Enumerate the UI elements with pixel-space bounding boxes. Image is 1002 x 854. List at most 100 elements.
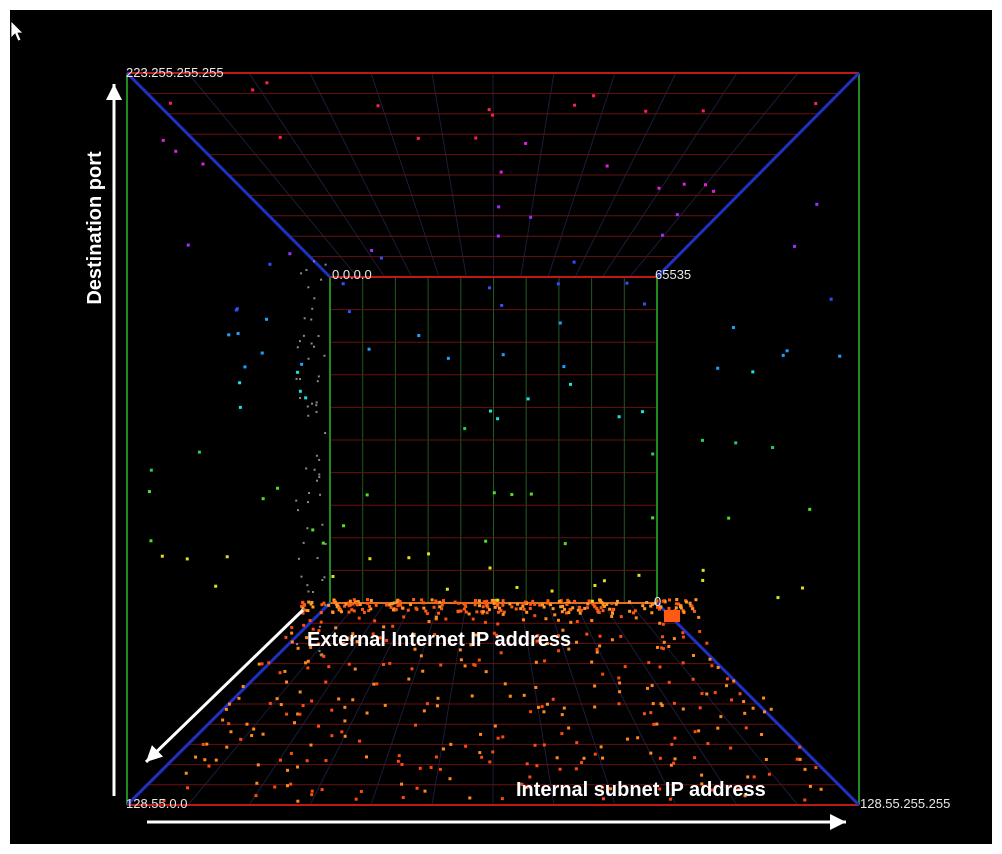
data-point	[559, 599, 563, 603]
data-point	[416, 136, 420, 140]
data-point	[672, 701, 676, 705]
data-point	[729, 746, 733, 750]
data-point	[682, 182, 686, 186]
data-point	[697, 615, 701, 619]
data-point	[302, 334, 305, 337]
data-point	[472, 663, 476, 667]
data-point	[651, 452, 655, 456]
data-point	[593, 705, 597, 709]
data-point	[445, 587, 449, 591]
data-point	[484, 539, 488, 543]
data-point	[610, 638, 614, 642]
data-point	[558, 767, 562, 771]
data-point	[700, 782, 704, 786]
data-point	[619, 615, 623, 619]
data-point	[444, 617, 448, 621]
data-point	[579, 608, 583, 612]
x-axis-label: Internal subnet IP address	[516, 779, 766, 801]
data-point	[533, 602, 537, 606]
data-point	[308, 491, 311, 494]
data-point	[551, 697, 555, 701]
data-point	[522, 607, 526, 611]
data-point	[691, 607, 695, 611]
data-point	[490, 598, 494, 602]
data-point	[585, 606, 589, 610]
data-point	[661, 599, 665, 603]
data-point	[316, 479, 319, 482]
data-point	[407, 677, 411, 681]
data-point	[290, 625, 294, 629]
data-point	[286, 768, 290, 772]
data-point	[467, 612, 471, 616]
data-point	[402, 615, 406, 619]
data-point	[305, 269, 308, 272]
data-point	[310, 789, 314, 793]
data-point	[236, 331, 240, 335]
data-point	[309, 602, 313, 606]
data-point	[433, 633, 437, 637]
data-point	[441, 599, 445, 603]
data-point	[296, 509, 299, 512]
data-point	[533, 743, 537, 747]
data-point	[327, 665, 331, 669]
data-point	[693, 730, 697, 734]
data-point	[700, 773, 704, 777]
corner-label-bottom-left: 128.55.0.0	[126, 796, 187, 811]
data-point	[605, 602, 609, 606]
data-point	[525, 785, 529, 789]
data-point	[593, 605, 597, 609]
data-point	[551, 607, 555, 611]
data-point	[184, 771, 188, 775]
data-point	[319, 653, 322, 656]
data-point	[625, 281, 629, 285]
data-point	[499, 609, 503, 613]
data-point	[400, 782, 404, 786]
data-point	[307, 501, 310, 504]
data-point	[303, 317, 306, 320]
data-point	[557, 599, 561, 603]
data-point	[649, 711, 653, 715]
data-point	[734, 441, 738, 445]
data-point	[553, 613, 557, 617]
data-point	[307, 600, 311, 604]
data-point	[439, 663, 443, 667]
data-point	[412, 598, 416, 602]
data-point	[672, 761, 676, 765]
data-point	[304, 661, 308, 665]
data-point	[334, 626, 338, 630]
data-point	[496, 598, 500, 602]
data-point	[657, 607, 661, 611]
data-point	[617, 702, 621, 706]
data-point	[709, 788, 713, 792]
data-point	[643, 302, 647, 306]
data-point	[732, 679, 736, 683]
data-point	[340, 730, 344, 734]
data-point	[698, 629, 702, 633]
data-point	[529, 602, 533, 606]
data-point	[531, 599, 535, 603]
data-point	[481, 605, 485, 609]
data-point	[459, 609, 463, 613]
data-point	[438, 605, 442, 609]
data-point	[186, 243, 190, 247]
data-point	[186, 786, 190, 790]
data-point	[293, 721, 297, 725]
data-point	[295, 499, 298, 502]
data-point	[712, 189, 716, 193]
data-point	[545, 601, 549, 605]
data-point	[366, 601, 370, 605]
data-point	[317, 375, 320, 378]
data-point	[663, 600, 667, 604]
data-point	[385, 638, 389, 642]
data-point	[409, 602, 413, 606]
data-point	[358, 603, 362, 607]
data-point	[324, 432, 327, 435]
data-point	[475, 610, 479, 614]
data-point	[421, 669, 425, 673]
data-point	[368, 557, 372, 561]
data-point	[347, 602, 351, 606]
data-point	[343, 734, 347, 738]
data-point	[655, 645, 659, 649]
data-point	[488, 566, 492, 570]
data-point	[705, 692, 709, 696]
